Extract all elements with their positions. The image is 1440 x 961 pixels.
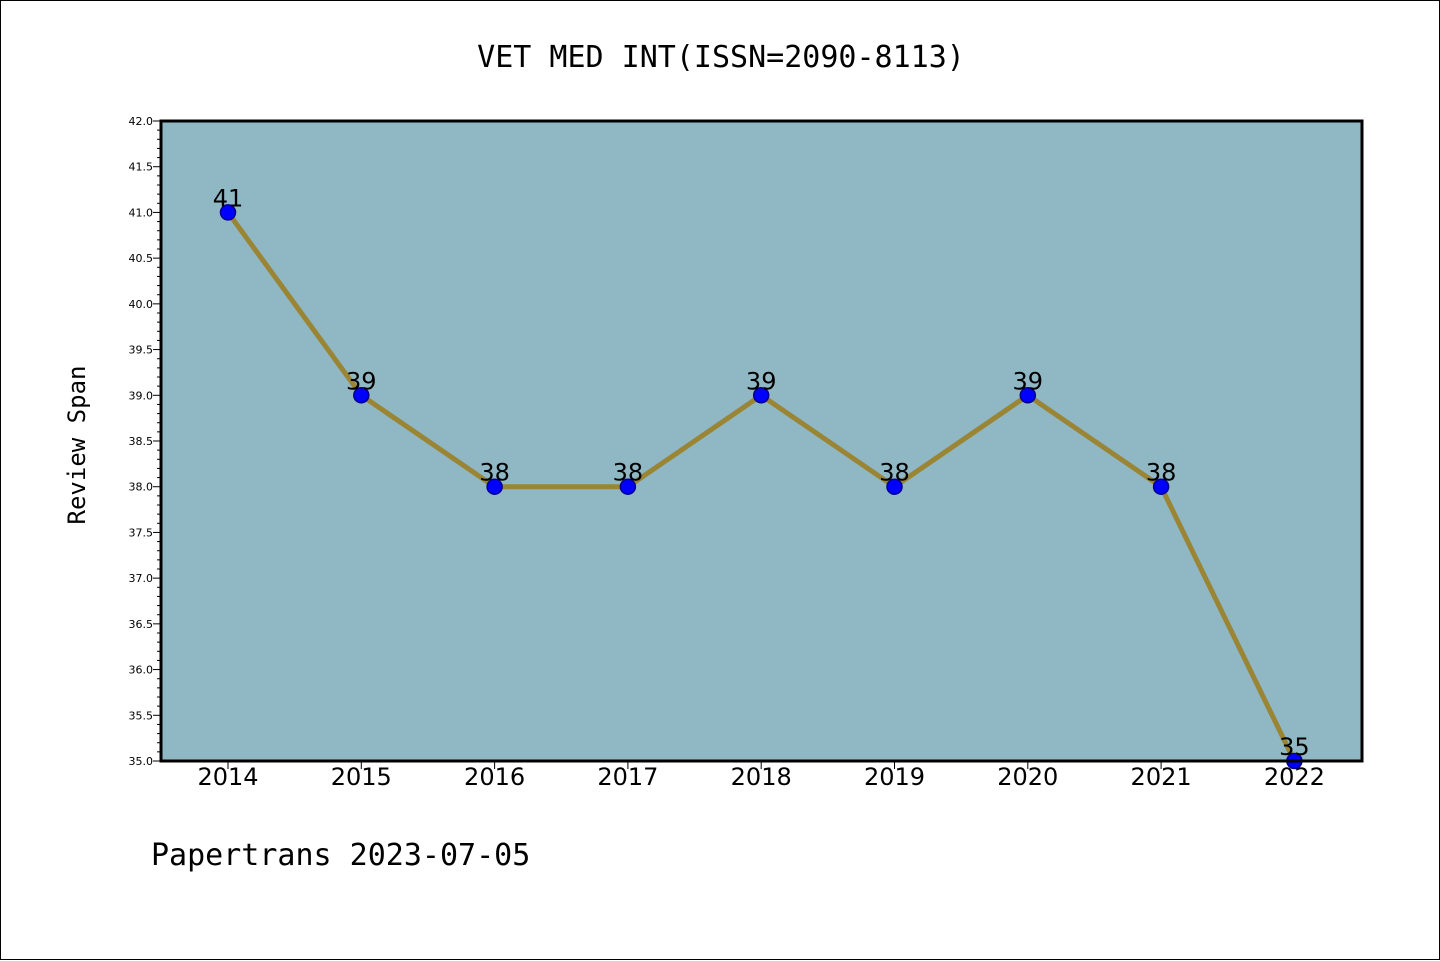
y-tick-label: 41.5 (129, 161, 154, 174)
data-label: 39 (346, 367, 377, 395)
data-label: 35 (1279, 733, 1310, 761)
y-tick-label: 40.5 (129, 252, 154, 265)
y-tick-label: 39.0 (129, 389, 154, 402)
y-tick-label: 36.5 (129, 618, 154, 631)
data-point (1152, 478, 1170, 495)
plot-area (161, 121, 1362, 761)
data-label: 38 (1146, 459, 1177, 487)
data-label: 38 (479, 459, 510, 487)
y-tick-label: 38.0 (129, 481, 154, 494)
y-tick-label: 36.0 (129, 664, 154, 677)
chart-title: VET MED INT(ISSN=2090-8113) (477, 40, 965, 75)
x-tick-label: 2016 (464, 763, 525, 791)
data-label: 38 (613, 459, 644, 487)
data-points (219, 204, 1303, 770)
data-point (619, 478, 637, 495)
y-tick-label: 42.0 (129, 115, 154, 128)
plot-border (159, 119, 1364, 763)
y-axis: 35.0 35.5 36.0 36.5 37.0 37.5 38.0 38.5 39.0 39.5… (129, 115, 161, 768)
data-point (353, 387, 370, 404)
x-tick-label: 2019 (864, 763, 925, 791)
x-tick-label: 2014 (197, 763, 258, 791)
y-tick-label: 35.5 (129, 709, 154, 722)
x-tick-label: 2021 (1131, 763, 1192, 791)
data-point (219, 204, 237, 221)
data-label: 38 (879, 459, 910, 487)
y-axis-label: Review Span (63, 366, 91, 525)
data-point (486, 478, 503, 495)
data-label: 39 (1013, 367, 1044, 395)
data-point (752, 387, 770, 404)
data-labels: 41 39 38 38 39 38 39 38 35 (213, 184, 1310, 761)
y-tick-label: 41.0 (129, 206, 154, 219)
y-tick-label: 35.0 (129, 755, 154, 768)
x-tick-label: 2020 (997, 763, 1058, 791)
y-tick-label: 37.5 (129, 526, 154, 539)
x-axis: 2014 2015 2016 2017 2018 2019 2020 2021 2022 (197, 761, 1325, 791)
data-point (886, 478, 903, 495)
y-tick-label: 37.0 (129, 572, 154, 585)
y-tick-label: 40.0 (129, 298, 154, 311)
data-label: 39 (746, 367, 777, 395)
data-label: 41 (213, 184, 244, 212)
y-tick-label: 39.5 (129, 344, 154, 357)
x-tick-label: 2015 (331, 763, 392, 791)
x-tick-label: 2017 (597, 763, 658, 791)
x-tick-label: 2018 (731, 763, 792, 791)
footer-credit: Papertrans 2023-07-05 (151, 838, 530, 873)
data-point (1019, 387, 1037, 404)
y-tick-label: 38.5 (129, 435, 154, 448)
